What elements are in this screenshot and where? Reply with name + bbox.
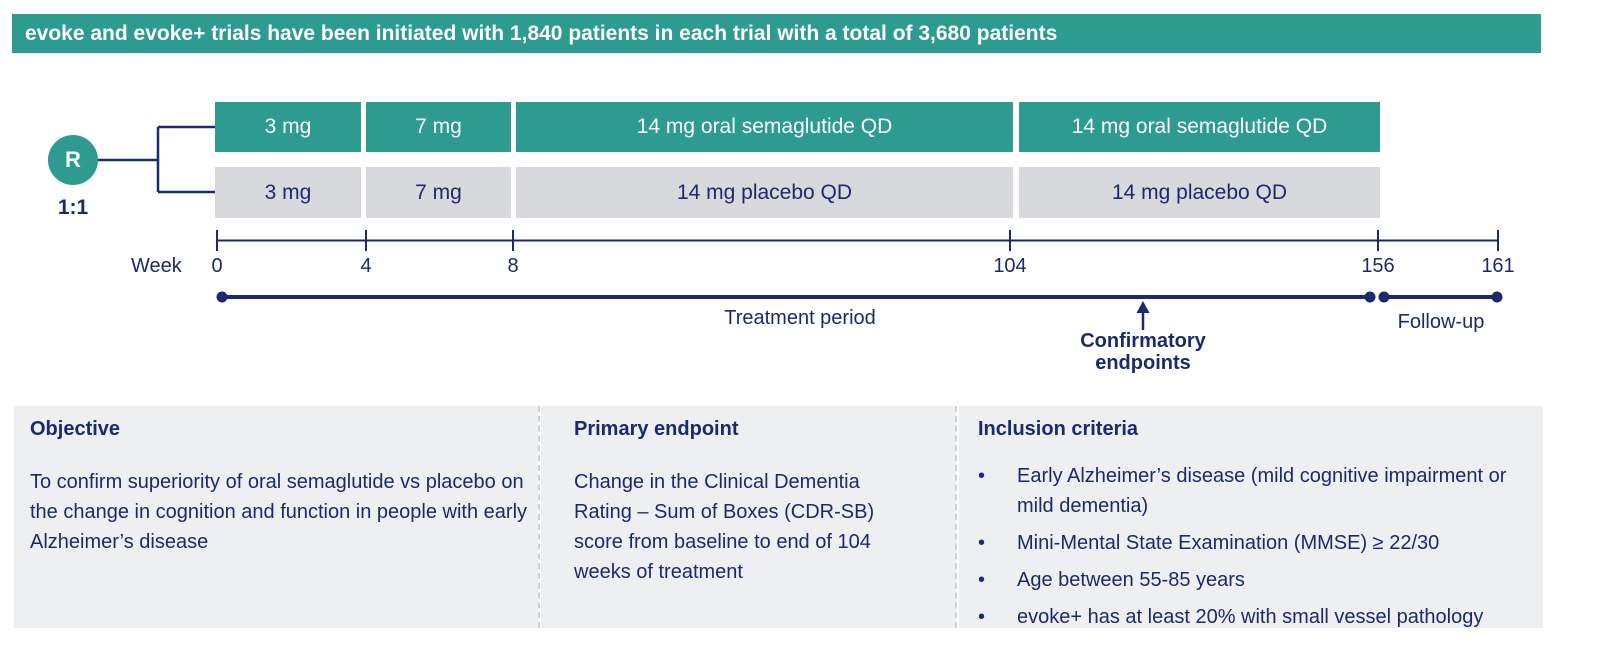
randomization-symbol: R <box>65 147 81 172</box>
inclusion-criteria-list: • Early Alzheimer’s disease (mild cognit… <box>978 461 1543 632</box>
week-tick-0: 0 <box>211 255 223 277</box>
list-item: • Age between 55-85 years <box>978 565 1543 595</box>
treatment-period-label: Treatment period <box>724 307 876 329</box>
list-item: • Early Alzheimer’s disease (mild cognit… <box>978 461 1543 521</box>
week-tick-4: 4 <box>360 255 372 277</box>
inclusion-criterion-4: evoke+ has at least 20% with small vesse… <box>1017 606 1484 628</box>
inclusion-criteria-title: Inclusion criteria <box>978 418 1139 440</box>
randomization-badge: R <box>48 135 98 185</box>
inclusion-criteria-panel: Inclusion criteria • Early Alzheimer’s d… <box>959 406 1543 628</box>
bullet-icon: • <box>978 606 986 628</box>
week-tick-104: 104 <box>993 255 1027 277</box>
week-tick-161: 161 <box>1481 255 1515 277</box>
bullet-icon: • <box>978 532 986 554</box>
objective-panel: Objective To confirm superiority of oral… <box>14 406 538 628</box>
randomization-branch-lines <box>98 125 216 194</box>
semaglutide-box-14mg-2: 14 mg oral semaglutide QD <box>1019 102 1380 152</box>
semaglutide-box-7mg: 7 mg <box>366 102 511 152</box>
confirmatory-endpoints-line2: endpoints <box>1095 352 1191 374</box>
week-tick-156: 156 <box>1361 255 1395 277</box>
inclusion-criterion-2: Mini-Mental State Examination (MMSE) ≥ 2… <box>1017 532 1440 554</box>
week-tick-8: 8 <box>507 255 519 277</box>
confirmatory-arrow <box>1136 301 1150 330</box>
treatment-period-line <box>216 291 1376 303</box>
bullet-icon: • <box>978 465 986 487</box>
placebo-box-14mg-2: 14 mg placebo QD <box>1019 167 1380 218</box>
week-axis-label: Week <box>131 255 182 277</box>
randomization-ratio: 1:1 <box>57 196 89 219</box>
bullet-icon: • <box>978 569 986 591</box>
placebo-box-3mg: 3 mg <box>215 167 361 218</box>
list-item: • Mini-Mental State Examination (MMSE) ≥… <box>978 528 1543 558</box>
semaglutide-box-3mg: 3 mg <box>215 102 361 152</box>
placebo-box-7mg: 7 mg <box>366 167 511 218</box>
headline-text: evoke and evoke+ trials have been initia… <box>25 21 1058 45</box>
follow-up-line <box>1378 291 1503 303</box>
primary-endpoint-title: Primary endpoint <box>574 418 739 440</box>
headline-banner: evoke and evoke+ trials have been initia… <box>12 14 1541 53</box>
confirmatory-endpoints-line1: Confirmatory <box>1080 330 1206 352</box>
confirmatory-endpoints-label: Confirmatory endpoints <box>1033 330 1253 374</box>
week-axis <box>216 230 1499 251</box>
panel-divider-2 <box>955 406 957 628</box>
inclusion-criterion-3: Age between 55-85 years <box>1017 569 1245 591</box>
follow-up-label: Follow-up <box>1397 311 1485 333</box>
inclusion-criterion-1: Early Alzheimer’s disease (mild cognitiv… <box>1017 465 1507 517</box>
week-axis-ticks <box>216 230 1499 251</box>
objective-body: To confirm superiority of oral semagluti… <box>30 471 528 553</box>
primary-endpoint-panel: Primary endpoint Change in the Clinical … <box>541 406 956 628</box>
primary-endpoint-body: Change in the Clinical Dementia Rating –… <box>574 471 875 583</box>
list-item: • evoke+ has at least 20% with small ves… <box>978 602 1543 632</box>
semaglutide-box-14mg-1: 14 mg oral semaglutide QD <box>516 102 1013 152</box>
arrow-up-icon <box>1136 301 1150 313</box>
objective-title: Objective <box>30 418 121 440</box>
panel-divider-1 <box>538 406 540 628</box>
placebo-box-14mg-1: 14 mg placebo QD <box>516 167 1013 218</box>
